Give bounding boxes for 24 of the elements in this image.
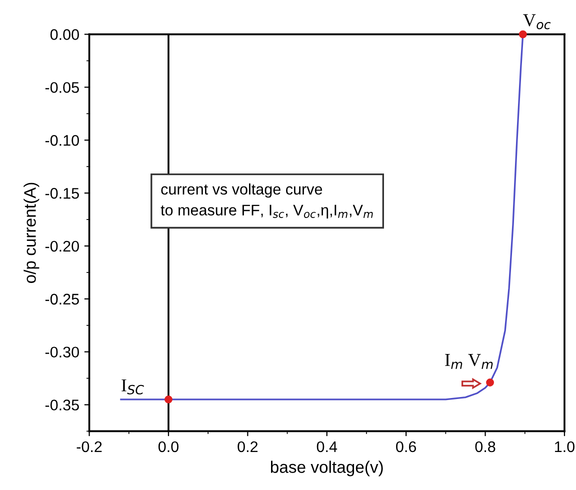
x-tick-label: 0.4 (316, 441, 338, 452)
x-tick-label: 0.0 (158, 441, 178, 452)
y-tick-label: -0.30 (45, 346, 79, 358)
y-tick-label: -0.10 (45, 135, 79, 146)
y-tick-label: -0.15 (45, 188, 79, 199)
annotation: I$_{SC}$ (122, 379, 144, 394)
point (518, 30, 527, 38)
x-tick-label: 0.8 (475, 441, 496, 452)
text: current vs voltage curve to measure FF, I$_{sc}$, V$_{oc}$,η,I$_{m}$,V$_{m}$ (160, 183, 373, 219)
y-tick-label: 0.00 (50, 29, 79, 40)
point (164, 395, 172, 404)
annotation: V$_{oc}$ (523, 14, 551, 30)
annotation: I$_{m}$ V$_{m}$ (445, 354, 493, 369)
x-tick-label: 1.0 (555, 441, 575, 452)
y-axis-title: o/p current(A) (24, 182, 40, 283)
x-tick-label: 0.2 (238, 441, 258, 452)
x-tick-label: 0.6 (396, 441, 416, 452)
y-tick-label: -0.25 (45, 294, 79, 305)
y-tick-label: -0.35 (45, 400, 79, 410)
y-tick-label: -0.05 (45, 82, 79, 93)
x-tick-label: -0.2 (76, 441, 102, 452)
x-axis-title: base voltage(v) (270, 460, 383, 476)
y-tick-label: -0.20 (45, 240, 79, 252)
point (486, 378, 494, 386)
